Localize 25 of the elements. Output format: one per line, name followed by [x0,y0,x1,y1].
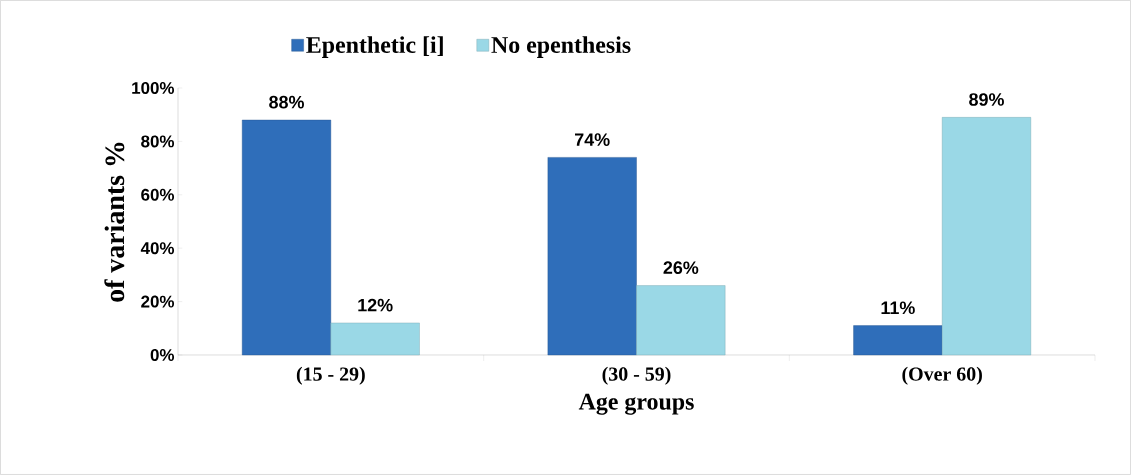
bar [330,322,420,356]
y-tick-label: 40% [140,242,175,255]
legend-label: No epenthesis [491,36,631,58]
data-label: 12% [358,298,393,312]
y-axis-title: of variants % [104,142,125,302]
y-tick-label: 0% [150,348,175,361]
data-label: 74% [575,133,610,146]
data-label: 89% [969,93,1004,106]
bar [547,157,637,356]
data-label: 11% [881,301,915,315]
y-tick-label: 80% [141,135,175,148]
x-tick-label: (15 - 29) [296,366,365,385]
data-label: 26% [663,261,699,275]
data-label: 88% [269,95,304,109]
y-tick-label: 20% [141,295,175,308]
legend-label: Epenthetic [i] [306,36,443,58]
bar [636,285,726,356]
x-tick-label: (Over 60) [902,366,982,385]
x-axis-title: Age groups [578,393,694,415]
bar [853,325,943,356]
y-tick-label: 100% [132,81,175,94]
bar [242,119,332,356]
y-tick-label: 60% [141,188,175,201]
bar [941,117,1032,356]
x-tick-label: (30 - 59) [602,366,671,385]
